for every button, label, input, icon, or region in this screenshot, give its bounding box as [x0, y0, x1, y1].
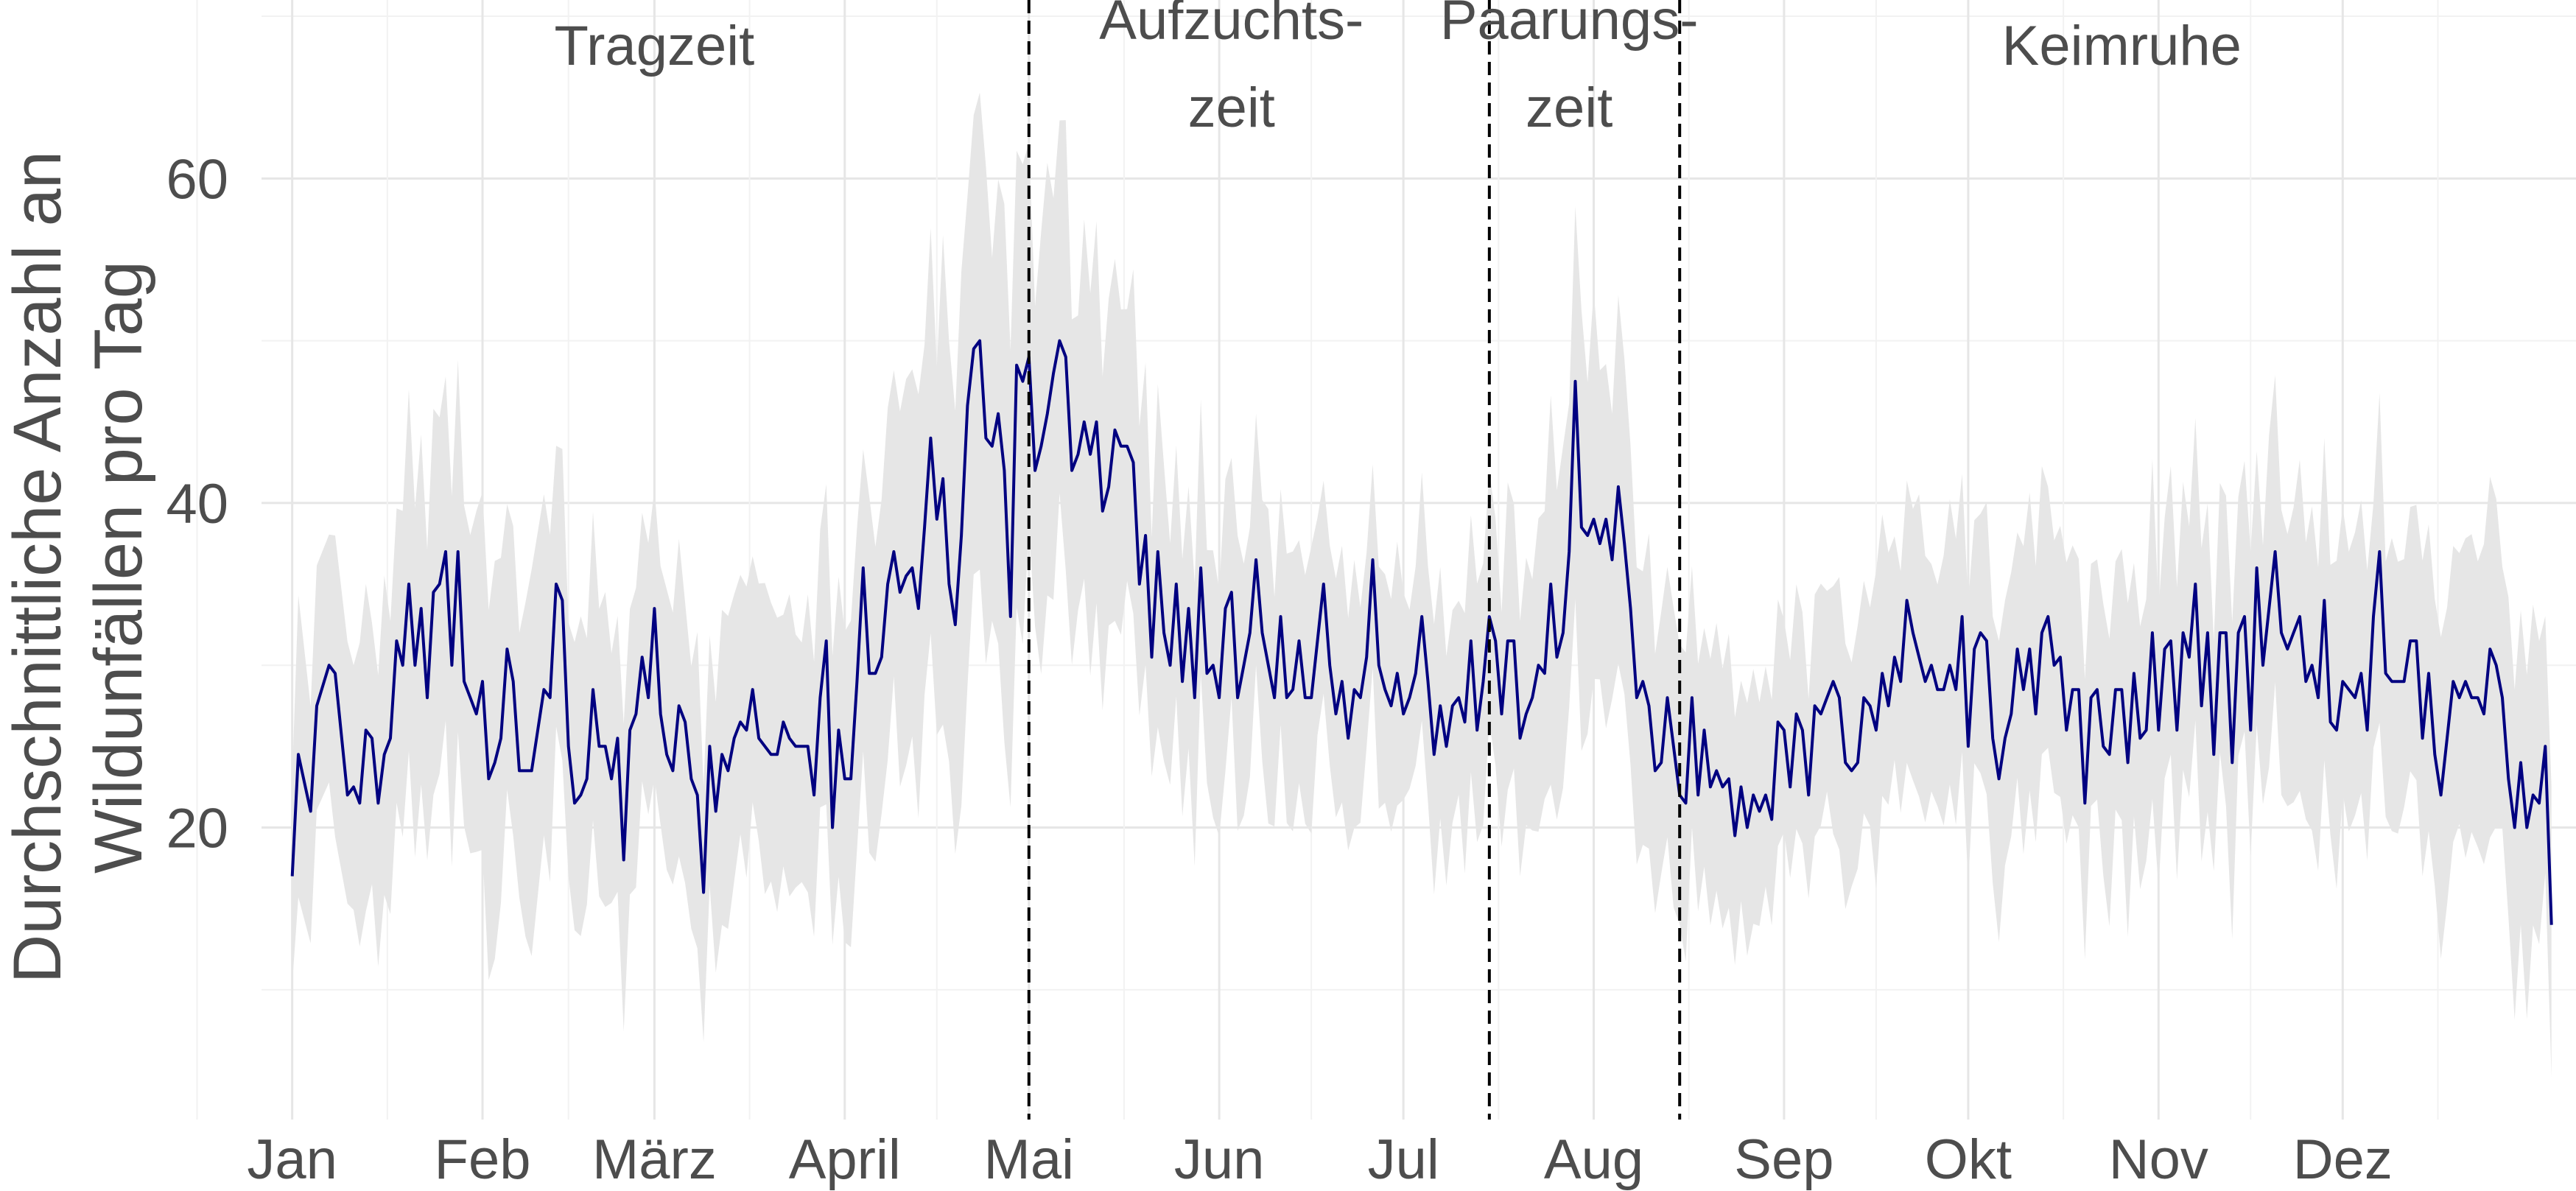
- x-tick-label: April: [789, 1128, 901, 1191]
- confidence-ribbon-layer: [292, 92, 2552, 1078]
- x-tick-label: Jun: [1174, 1128, 1265, 1191]
- x-tick-label: Jul: [1368, 1128, 1439, 1191]
- phase-label-line: Tragzeit: [555, 15, 755, 77]
- x-tick-label: Jan: [247, 1128, 337, 1191]
- y-tick-label-layer: 20 40 60: [166, 148, 228, 860]
- x-tick-label: Dez: [2293, 1128, 2393, 1191]
- x-tick-label: Sep: [1734, 1128, 1833, 1191]
- x-tick-label: Okt: [1925, 1128, 2012, 1191]
- phase-label-line: Aufzuchts-: [1099, 0, 1364, 52]
- x-tick-label: Mai: [984, 1128, 1074, 1191]
- phase-label-line: zeit: [1526, 77, 1612, 139]
- phase-label: Tragzeit: [555, 15, 755, 77]
- phase-label-line: Keimruhe: [2002, 15, 2242, 77]
- phase-label-layer: Tragzeit Aufzuchts-zeitPaarungs-zeitKeimr…: [555, 0, 2242, 139]
- phase-label: Keimruhe: [2002, 15, 2242, 77]
- series-line-layer: [290, 339, 2553, 925]
- confidence-ribbon: [292, 92, 2552, 1078]
- x-tick-label: Nov: [2109, 1128, 2208, 1191]
- y-axis-title-line: Wildunfällen pro Tag: [81, 261, 156, 874]
- phase-label-line: Paarungs-: [1440, 0, 1699, 52]
- phase-label: Aufzuchts-zeit: [1099, 0, 1364, 139]
- daily-mean-line: [290, 339, 2553, 925]
- phase-label: Paarungs-zeit: [1440, 0, 1699, 139]
- x-tick-label: März: [592, 1128, 717, 1191]
- phase-boundary-layer: [1027, 0, 1682, 1120]
- x-tick-label-layer: Jan Feb März April Mai Jun Jul Aug Sep Okt Nov Dez: [247, 1128, 2392, 1191]
- phase-label-line: zeit: [1188, 77, 1275, 139]
- y-axis-title-line: Durchschnittliche Anzahl an: [0, 151, 75, 983]
- x-tick-label: Feb: [435, 1128, 531, 1191]
- y-tick-label: 40: [166, 473, 228, 535]
- y-axis-title: Durchschnittliche Anzahl anWildunfällen …: [0, 151, 156, 983]
- y-tick-label: 60: [166, 148, 228, 211]
- x-tick-label: Aug: [1544, 1128, 1643, 1191]
- y-tick-label: 20: [166, 797, 228, 860]
